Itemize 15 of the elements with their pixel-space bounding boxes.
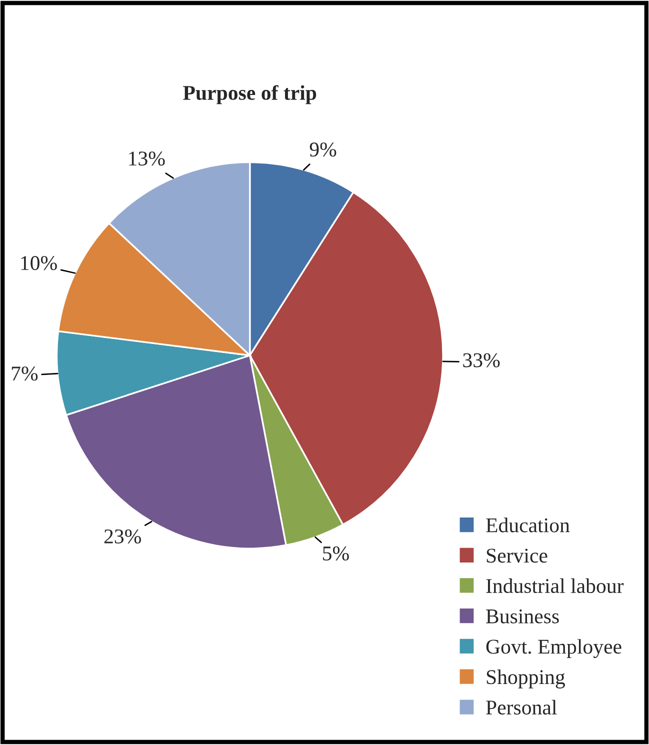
data-label: 5% (323, 546, 349, 561)
legend-label: Govt. Employee (486, 639, 622, 658)
chart-title: Purpose of trip (183, 85, 316, 104)
data-label: 9% (310, 142, 336, 157)
legend-label: Industrial labour (486, 578, 624, 594)
data-label: 10% (21, 256, 57, 270)
data-label: 33% (463, 353, 500, 368)
data-label: 23% (104, 529, 141, 544)
legend-label: Shopping (486, 669, 565, 688)
data-label: 13% (129, 152, 165, 166)
legend-label: Service (486, 548, 548, 563)
legend-label: Education (486, 518, 570, 532)
legend-label: Personal (486, 700, 557, 715)
legend-label: Business (486, 609, 559, 624)
data-label: 7% (12, 366, 38, 381)
